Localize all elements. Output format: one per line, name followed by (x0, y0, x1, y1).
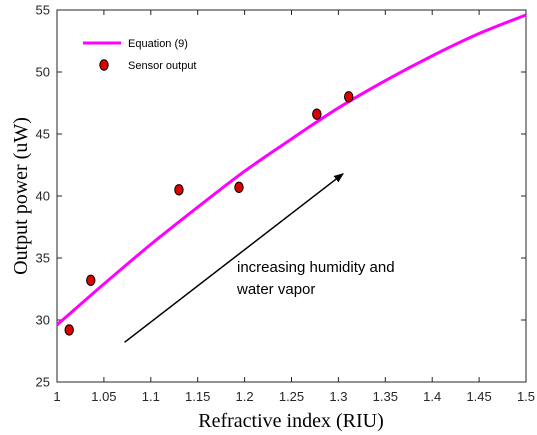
annotation-text-line: increasing humidity and (237, 259, 395, 276)
series-layer (56, 13, 527, 336)
legend: Equation (9) Sensor output (83, 38, 197, 72)
x-tick-label: 1.4 (423, 389, 441, 404)
x-tick-label: 1.15 (185, 389, 210, 404)
x-tick-label: 1.25 (279, 389, 304, 404)
series-line-equation (56, 13, 527, 327)
x-tick-label: 1.35 (373, 389, 398, 404)
x-tick-label: 1.45 (466, 389, 491, 404)
y-tick-label: 40 (36, 189, 50, 204)
y-tick-label: 50 (36, 65, 50, 80)
x-axis-label: Refractive index (RIU) (198, 410, 383, 432)
sensor-output-point (312, 108, 322, 120)
sensor-output-point (234, 181, 244, 194)
y-tick-label: 45 (36, 127, 50, 142)
y-tick-label: 30 (36, 313, 50, 328)
x-tick-label: 1.05 (91, 389, 116, 404)
y-tick-label: 55 (36, 3, 50, 18)
x-tick-label: 1.3 (329, 389, 347, 404)
plot-area (56, 9, 527, 383)
sensor-output-point (174, 184, 184, 196)
legend-label-sensor: Sensor output (128, 60, 197, 72)
sensor-output-point (344, 91, 354, 103)
sensor-output-point (86, 274, 96, 287)
y-tick-label: 25 (36, 375, 50, 390)
x-tick-label: 1.2 (236, 389, 254, 404)
annotation-text-line: water vapor (236, 281, 315, 298)
legend-label-equation: Equation (9) (128, 38, 188, 50)
x-tick-label: 1 (53, 389, 60, 404)
x-tick-label: 1.5 (517, 389, 535, 404)
y-axis-label: Output power (uW) (10, 117, 32, 275)
annotation-arrow (124, 173, 344, 343)
y-axis-ticks: 25 30 35 40 45 50 55 (36, 3, 526, 390)
y-tick-label: 35 (36, 251, 50, 266)
legend-marker-swatch (99, 59, 109, 71)
x-tick-label: 1.1 (142, 389, 160, 404)
x-axis-ticks: 1 1.05 1.1 1.15 1.2 1.25 1.3 1.35 1.4 1.45 1.5 (53, 10, 535, 404)
annotation-layer: increasing humidity and water vapor (124, 173, 395, 343)
sensor-output-point (64, 324, 74, 336)
